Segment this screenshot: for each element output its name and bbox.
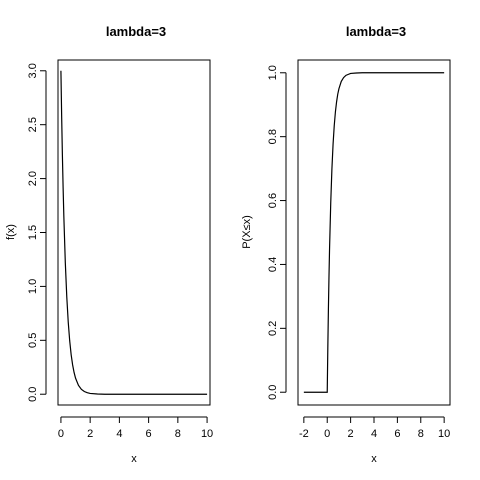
x-tick-label: 10: [438, 428, 450, 440]
y-tick-label: 3.0: [27, 63, 39, 78]
cdf-panel: lambda=3 -2 0 2 4 6 8 10 0.00.20.40.60.81.0 x …: [241, 24, 451, 465]
x-tick-label: 0: [58, 428, 64, 440]
x-tick-label: 4: [116, 428, 122, 440]
plot-frame: [297, 59, 451, 406]
x-axis-label: x: [131, 453, 137, 465]
y-tick-label: 0.0: [27, 387, 39, 402]
x-tick-label: 4: [371, 428, 377, 440]
x-tick-label: 2: [87, 428, 93, 440]
y-tick-label: 0.0: [267, 385, 279, 400]
y-tick-label: 0.8: [267, 129, 279, 144]
y-axis-label: P(X≤x): [241, 215, 253, 249]
y-tick-label: 0.5: [27, 333, 39, 348]
x-axis-label: x: [371, 453, 377, 465]
x-tick-label: -2: [299, 428, 309, 440]
y-axis: 0.0 0.2 0.4 0.6 0.8 1.0: [267, 65, 287, 400]
x-tick-label: 8: [175, 428, 181, 440]
y-tick-label: 0.2: [267, 321, 279, 336]
cdf-curve: [303, 72, 445, 393]
y-tick-label: 2.0: [27, 171, 39, 186]
density-panel: lambda=3 0 2 4 6 8 10 0.0 0.5 1.0 1.5 2.0 2.5 3.0 x…: [5, 24, 213, 465]
y-axis-label: f(x): [5, 224, 17, 240]
chart-title: lambda=3: [106, 24, 166, 39]
y-tick-label: 0.6: [267, 193, 279, 208]
y-tick-label: 2.5: [27, 117, 39, 132]
x-axis: 0 2 4 6 8 10: [58, 416, 213, 440]
x-tick-label: 6: [146, 428, 152, 440]
x-tick-label: 0: [324, 428, 330, 440]
y-tick-label: 1.0: [267, 65, 279, 80]
y-tick-label: 1.5: [27, 225, 39, 240]
x-tick-label: 6: [394, 428, 400, 440]
density-curve: [60, 70, 208, 395]
y-axis: 0.0 0.5 1.0 1.5 2.0 2.5 3.0: [27, 63, 47, 402]
chart-title: lambda=3: [346, 24, 406, 39]
x-tick-label: 10: [201, 428, 213, 440]
plot-frame: [57, 59, 211, 406]
y-tick-label: 0.4: [267, 257, 279, 272]
x-axis: -2 0 2 4 6 8 10: [299, 416, 450, 440]
x-tick-label: 8: [418, 428, 424, 440]
y-tick-label: 1.0: [27, 279, 39, 294]
x-tick-label: 2: [348, 428, 354, 440]
